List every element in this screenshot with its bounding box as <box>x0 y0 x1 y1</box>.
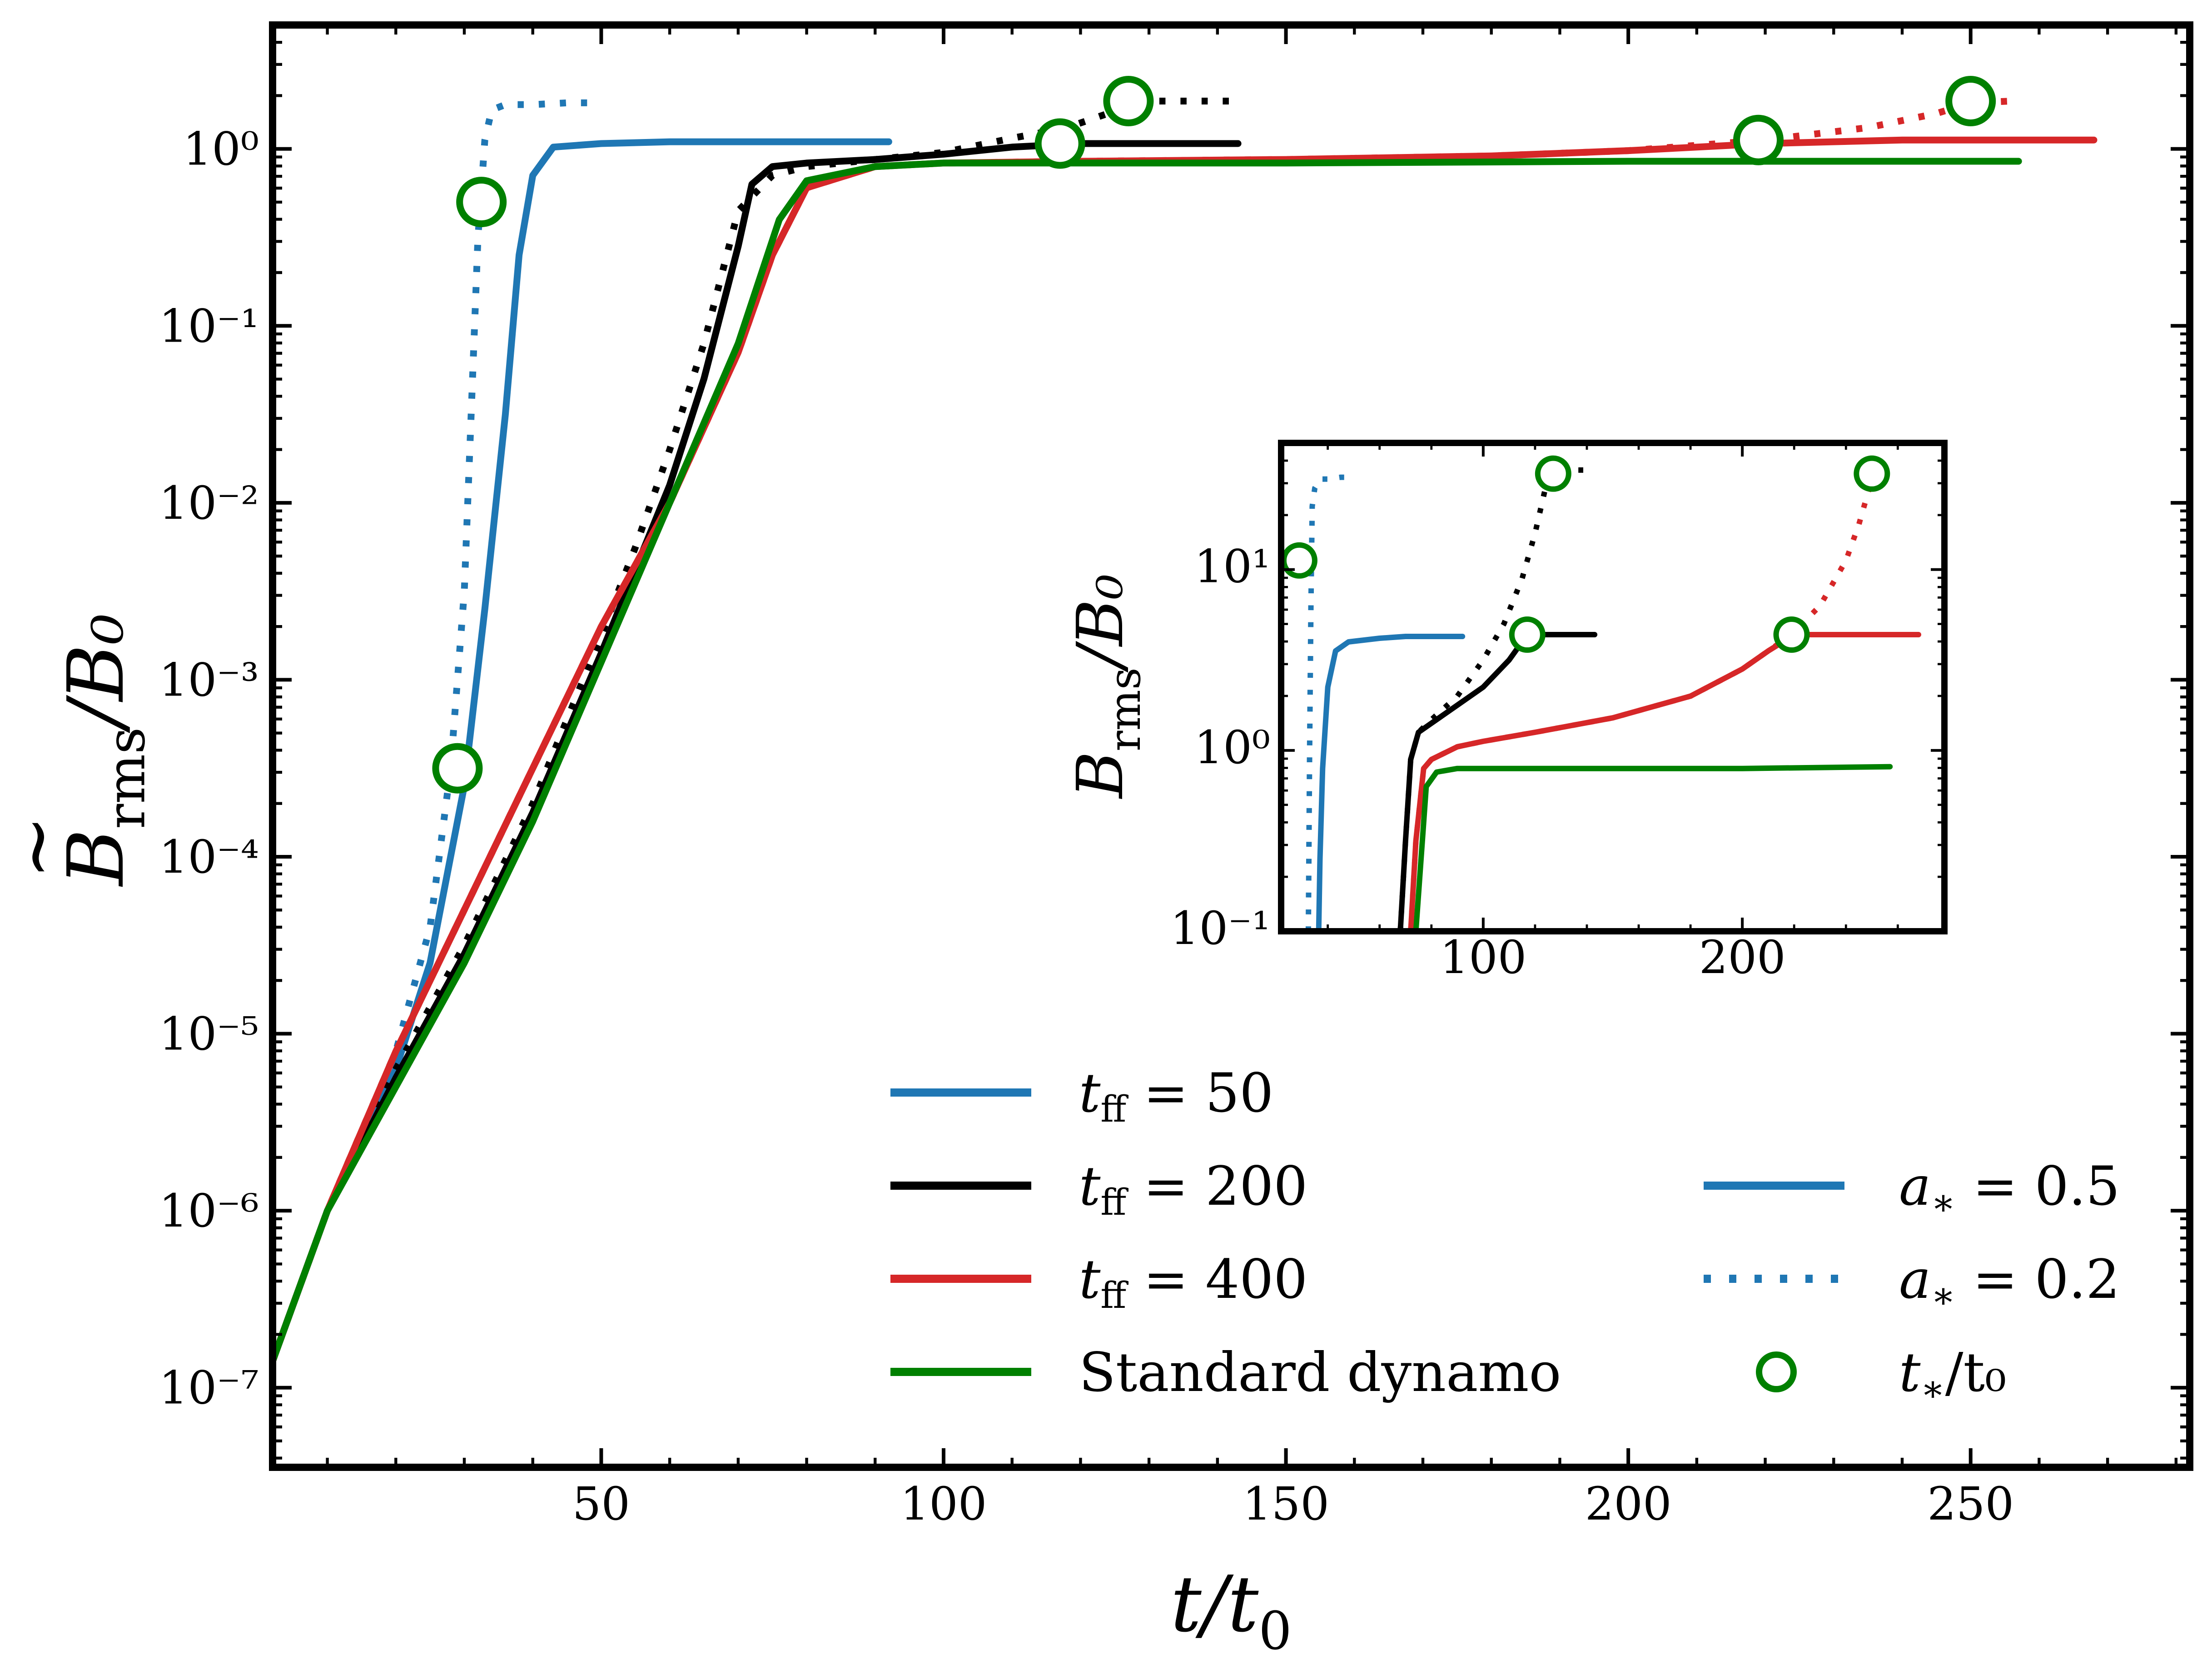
inset-series-1 <box>1305 474 1354 931</box>
main-xtick-label-1: 100 <box>900 1477 987 1530</box>
main-marker-5 <box>1945 76 1996 127</box>
main-marker-3 <box>1103 76 1154 127</box>
inset-marker-2 <box>1535 455 1571 492</box>
inset-marker-4 <box>1854 455 1890 492</box>
main-series-6 <box>273 158 2022 1365</box>
main-marker-2 <box>1034 118 1085 169</box>
inset-ytick-label-2: 10¹ <box>1194 540 1270 593</box>
inset-marker-0 <box>1281 542 1317 579</box>
inset-series-0 <box>1316 634 1466 931</box>
legend-label-right-1: a∗ = 0.2 <box>1899 1248 2120 1316</box>
main-ytick-label-2: 10⁻⁵ <box>159 1008 259 1061</box>
main-series-2 <box>273 140 1242 1365</box>
legend: tff = 50 tff = 200 tff = 400 Standard dynam… <box>890 1062 2120 1410</box>
main-ytick-label-6: 10⁻¹ <box>159 299 259 353</box>
main-marker-1 <box>456 177 507 228</box>
main-ytick-label-1: 10⁻⁶ <box>159 1184 259 1237</box>
y-axis-title: Brms/B₀~ <box>0 613 157 887</box>
inset-series-5 <box>1408 466 1889 931</box>
main-xtick-label-4: 250 <box>1927 1477 2014 1530</box>
y-axis-title-tilde: ~ <box>0 815 81 879</box>
inset-xtick-label-0: 100 <box>1440 931 1526 984</box>
panel-inset: 100 200 10⁻¹ 10⁰ 10¹ <box>1170 440 1948 984</box>
inset-frame <box>1278 440 1948 934</box>
inset-xtick-label-1: 200 <box>1699 931 1786 984</box>
main-xtick-label-0: 50 <box>572 1477 630 1530</box>
inset-plot-area <box>1281 443 1944 931</box>
x-axis-title: t/t0 <box>1170 1560 1292 1662</box>
main-marker-0 <box>432 743 483 794</box>
main-frame <box>269 21 2193 1471</box>
legend-label-left-2: tff = 400 <box>1079 1248 1307 1316</box>
main-ytick-label-3: 10⁻⁴ <box>159 830 259 884</box>
inset-y-axis-title: Brms/B₀ <box>1064 574 1150 800</box>
main-marker-4 <box>1733 114 1784 165</box>
main-xtick-label-3: 200 <box>1585 1477 1672 1530</box>
main-series-group <box>273 98 2098 1365</box>
inset-ytick-label-1: 10⁰ <box>1194 721 1270 774</box>
main-ytick-label-4: 10⁻³ <box>159 653 259 706</box>
y-axis-title-text: Brms/B₀ <box>51 613 157 887</box>
legend-label-left-1: tff = 200 <box>1079 1155 1307 1223</box>
inset-series-6 <box>1413 764 1893 931</box>
legend-label-left-0: tff = 50 <box>1079 1062 1273 1130</box>
inset-y-axis-title-text: Brms/B₀ <box>1064 574 1150 800</box>
inset-ytick-label-0: 10⁻¹ <box>1170 902 1270 955</box>
main-ytick-label-5: 10⁻² <box>159 477 259 530</box>
main-ytick-label-7: 10⁰ <box>183 123 259 176</box>
legend-label-right-2: t∗/t₀ <box>1899 1341 2006 1410</box>
main-ytick-label-0: 10⁻⁷ <box>159 1361 259 1415</box>
legend-marker-right-2 <box>1756 1351 1797 1392</box>
legend-label-right-0: a∗ = 0.5 <box>1899 1155 2120 1223</box>
inset-marker-1 <box>1509 616 1546 653</box>
main-xtick-label-2: 150 <box>1243 1477 1329 1530</box>
legend-label-left-3: Standard dynamo <box>1079 1341 1561 1404</box>
inset-marker-3 <box>1773 616 1810 653</box>
